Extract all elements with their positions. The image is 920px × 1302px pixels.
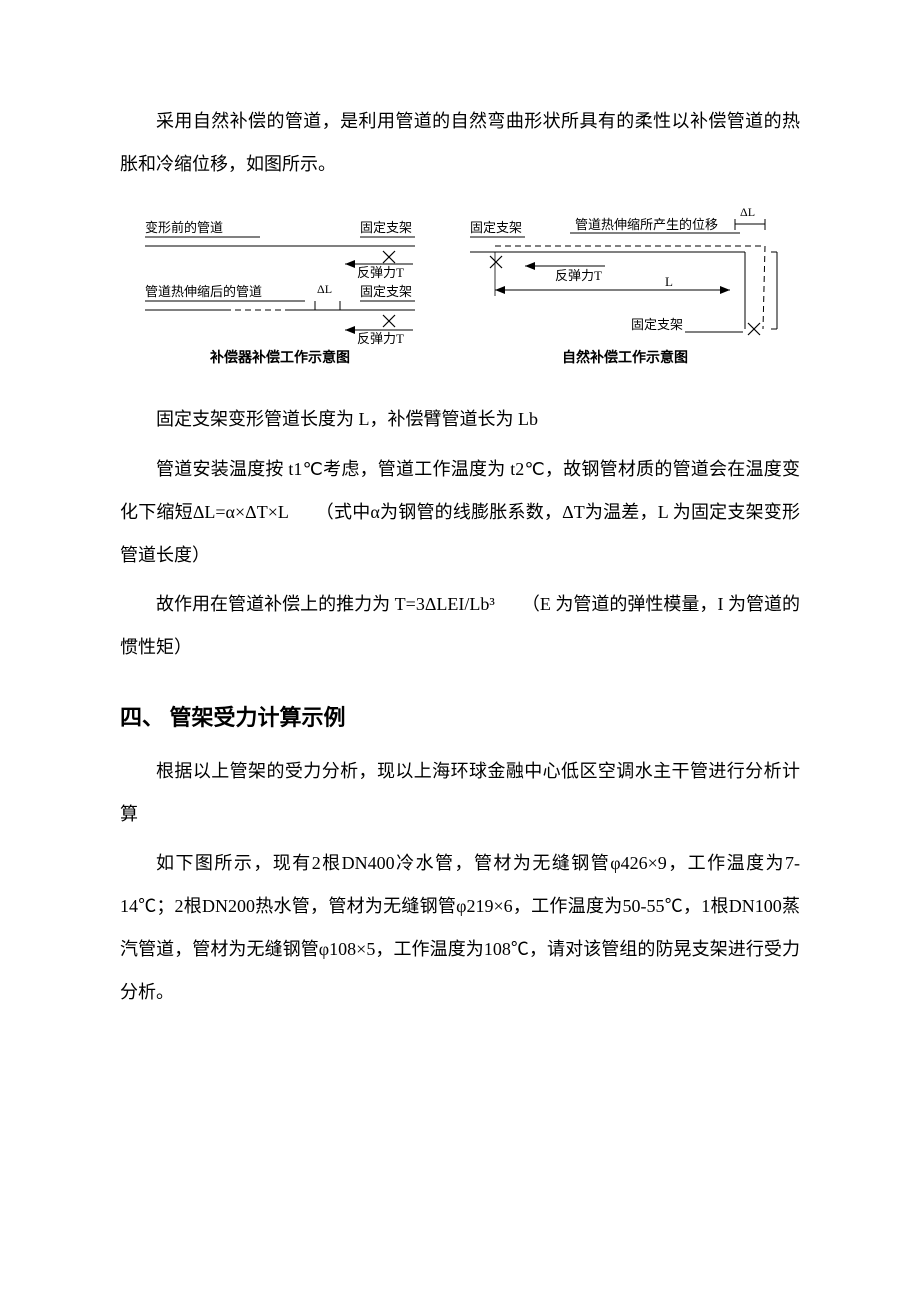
paragraph-example-spec: 如下图所示，现有2根DN400冷水管，管材为无缝钢管φ426×9，工作温度为7-… bbox=[120, 842, 800, 1015]
delta-L-right: ΔL bbox=[740, 205, 755, 219]
section-4-heading: 四、 管架受力计算示例 bbox=[120, 700, 800, 732]
figure-container: 变形前的管道 固定支架 反弹力T 管道热伸缩后的管道 固定支架 bbox=[120, 204, 800, 374]
label-displacement: 管道热伸缩所产生的位移 bbox=[575, 217, 718, 232]
right-figure: ΔL 固定支架 管道热伸缩所产生的位移 bbox=[470, 205, 777, 366]
label-fixed-1: 固定支架 bbox=[360, 220, 412, 235]
page: 采用自然补偿的管道，是利用管道的自然弯曲形状所具有的柔性以补偿管道的热胀和冷缩位… bbox=[0, 0, 920, 1302]
paragraph-temp-formula: 管道安装温度按 t1℃考虑，管道工作温度为 t2℃，故钢管材质的管道会在温度变化… bbox=[120, 448, 800, 578]
label-after-deform: 管道热伸缩后的管道 bbox=[145, 284, 262, 299]
compensation-diagram: 变形前的管道 固定支架 反弹力T 管道热伸缩后的管道 固定支架 bbox=[135, 204, 785, 374]
label-L: L bbox=[665, 274, 673, 289]
label-react-right: 反弹力T bbox=[555, 268, 602, 283]
intro-paragraph: 采用自然补偿的管道，是利用管道的自然弯曲形状所具有的柔性以补偿管道的热胀和冷缩位… bbox=[120, 100, 800, 186]
left-figure: 变形前的管道 固定支架 反弹力T 管道热伸缩后的管道 固定支架 bbox=[145, 220, 415, 366]
label-fixed-right-2: 固定支架 bbox=[631, 317, 683, 332]
paragraph-example-intro: 根据以上管架的受力分析，现以上海环球金融中心低区空调水主干管进行分析计算 bbox=[120, 750, 800, 836]
right-caption: 自然补偿工作示意图 bbox=[562, 349, 688, 366]
label-fixed-2: 固定支架 bbox=[360, 284, 412, 299]
label-before-deform: 变形前的管道 bbox=[145, 220, 223, 235]
text-p2: 固定支架变形管道长度为 L，补偿臂管道长为 Lb bbox=[156, 409, 538, 429]
label-react-1: 反弹力T bbox=[357, 265, 404, 280]
label-react-2: 反弹力T bbox=[357, 331, 404, 346]
left-caption: 补偿器补偿工作示意图 bbox=[209, 349, 350, 366]
delta-L-left: ΔL bbox=[317, 282, 332, 296]
label-fixed-right: 固定支架 bbox=[470, 220, 522, 235]
paragraph-thrust-formula: 故作用在管道补偿上的推力为 T=3ΔLEI/Lb³ （E 为管道的弹性模量，I … bbox=[120, 583, 800, 669]
paragraph-L-Lb: 固定支架变形管道长度为 L，补偿臂管道长为 Lb bbox=[120, 398, 800, 441]
